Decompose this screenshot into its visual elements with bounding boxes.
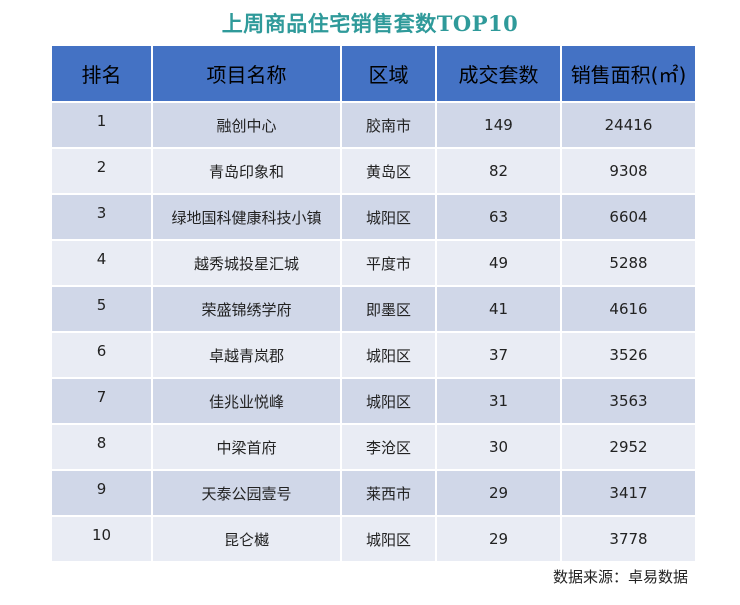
sales-area-cell: 2952 (561, 424, 695, 471)
data-source-note: 数据来源：卓易数据 (552, 568, 688, 586)
rank-cell: 8 (52, 424, 153, 471)
rank-cell: 6 (52, 332, 153, 379)
rank-cell: 10 (52, 516, 153, 563)
rank-cell: 1 (52, 102, 153, 149)
units-sold-cell: 31 (436, 378, 562, 425)
project-name-cell: 青岛印象和 (152, 148, 342, 195)
sales-area-cell: 9308 (561, 148, 695, 195)
page-title: 上周商品住宅销售套数TOP10 (221, 11, 519, 36)
table-row: 9 天泰公园壹号 莱西市 29 3417 (52, 470, 695, 517)
project-name-cell: 中梁首府 (152, 424, 342, 471)
units-sold-cell: 82 (436, 148, 562, 195)
table-row: 6 卓越青岚郡 城阳区 37 3526 (52, 332, 695, 379)
district-cell: 城阳区 (341, 332, 437, 379)
rank-cell: 9 (52, 470, 153, 517)
rank-cell: 5 (52, 286, 153, 333)
district-cell: 城阳区 (341, 194, 437, 241)
units-sold-cell: 37 (436, 332, 562, 379)
project-name-cell: 佳兆业悦峰 (152, 378, 342, 425)
project-name-cell: 昆仑樾 (152, 516, 342, 563)
header-project-name: 项目名称 (152, 46, 342, 103)
district-cell: 胶南市 (341, 102, 437, 149)
table-row: 2 青岛印象和 黄岛区 82 9308 (52, 148, 695, 195)
sales-area-cell: 4616 (561, 286, 695, 333)
units-sold-cell: 63 (436, 194, 562, 241)
table-header-row: 排名 项目名称 区域 成交套数 销售面积(㎡) (52, 46, 695, 103)
district-cell: 莱西市 (341, 470, 437, 517)
table-row: 3 绿地国科健康科技小镇 城阳区 63 6604 (52, 194, 695, 241)
project-name-cell: 越秀城投星汇城 (152, 240, 342, 287)
table-row: 10 昆仑樾 城阳区 29 3778 (52, 516, 695, 563)
sales-area-cell: 3563 (561, 378, 695, 425)
rank-cell: 4 (52, 240, 153, 287)
table-row: 5 荣盛锦绣学府 即墨区 41 4616 (52, 286, 695, 333)
units-sold-cell: 30 (436, 424, 562, 471)
header-sales-area: 销售面积(㎡) (561, 46, 695, 103)
rank-cell: 2 (52, 148, 153, 195)
units-sold-cell: 149 (436, 102, 562, 149)
header-district: 区域 (341, 46, 437, 103)
rank-cell: 7 (52, 378, 153, 425)
units-sold-cell: 29 (436, 516, 562, 563)
project-name-cell: 绿地国科健康科技小镇 (152, 194, 342, 241)
district-cell: 城阳区 (341, 378, 437, 425)
sales-area-cell: 24416 (561, 102, 695, 149)
sales-area-cell: 6604 (561, 194, 695, 241)
project-name-cell: 荣盛锦绣学府 (152, 286, 342, 333)
units-sold-cell: 49 (436, 240, 562, 287)
sales-area-cell: 3526 (561, 332, 695, 379)
header-units-sold: 成交套数 (436, 46, 562, 103)
units-sold-cell: 41 (436, 286, 562, 333)
sales-area-cell: 5288 (561, 240, 695, 287)
table-row: 4 越秀城投星汇城 平度市 49 5288 (52, 240, 695, 287)
table-row: 7 佳兆业悦峰 城阳区 31 3563 (52, 378, 695, 425)
sales-area-cell: 3417 (561, 470, 695, 517)
table-row: 1 融创中心 胶南市 149 24416 (52, 102, 695, 149)
district-cell: 李沧区 (341, 424, 437, 471)
header-rank: 排名 (52, 46, 153, 103)
units-sold-cell: 29 (436, 470, 562, 517)
ranking-table: 排名 项目名称 区域 成交套数 销售面积(㎡) 1 融创中心 胶南市 149 2… (52, 46, 695, 563)
district-cell: 即墨区 (341, 286, 437, 333)
district-cell: 平度市 (341, 240, 437, 287)
rank-cell: 3 (52, 194, 153, 241)
project-name-cell: 融创中心 (152, 102, 342, 149)
district-cell: 城阳区 (341, 516, 437, 563)
project-name-cell: 天泰公园壹号 (152, 470, 342, 517)
district-cell: 黄岛区 (341, 148, 437, 195)
table-row: 8 中梁首府 李沧区 30 2952 (52, 424, 695, 471)
sales-area-cell: 3778 (561, 516, 695, 563)
project-name-cell: 卓越青岚郡 (152, 332, 342, 379)
